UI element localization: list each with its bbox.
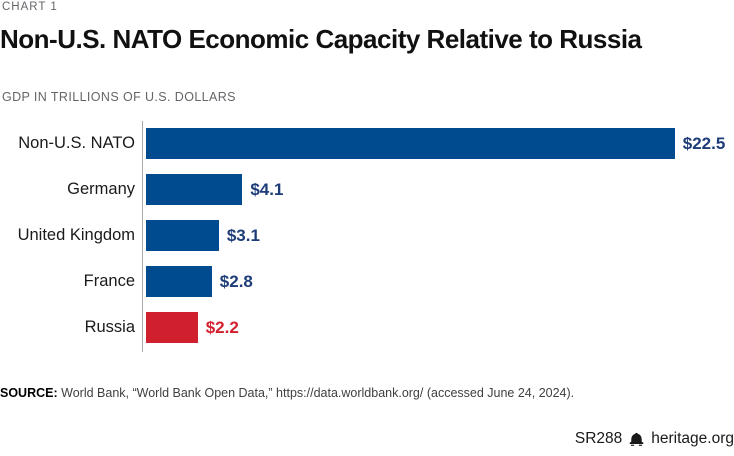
source-prefix: SOURCE: xyxy=(0,386,58,400)
bar xyxy=(146,312,198,343)
value-label: $2.2 xyxy=(205,317,239,337)
category-label: France xyxy=(83,272,135,290)
bar-row: Russia $2.2 xyxy=(0,312,734,343)
bar-row: Non-U.S. NATO $22.5 xyxy=(0,128,734,159)
liberty-bell-icon xyxy=(628,431,645,448)
category-label: Germany xyxy=(67,180,135,198)
bar xyxy=(146,128,675,159)
page-title: Non-U.S. NATO Economic Capacity Relative… xyxy=(0,24,642,54)
source-text: World Bank, “World Bank Open Data,” http… xyxy=(61,386,575,400)
report-id: SR288 xyxy=(574,430,623,447)
site-name: heritage.org xyxy=(651,430,734,447)
chart-kicker: CHART 1 xyxy=(2,1,58,13)
bar-row: France $2.8 xyxy=(0,266,734,297)
category-label: United Kingdom xyxy=(17,226,135,244)
source-note: SOURCE: World Bank, “World Bank Open Dat… xyxy=(0,386,574,400)
bar-row: Germany $4.1 xyxy=(0,174,734,205)
footer: SR288 heritage.org xyxy=(575,430,734,448)
bar xyxy=(146,220,219,251)
bar-rows: Non-U.S. NATO $22.5 Germany $4.1 United King… xyxy=(0,128,734,343)
value-label: $4.1 xyxy=(250,179,284,199)
value-label: $2.8 xyxy=(219,271,253,291)
value-label: $22.5 xyxy=(682,133,726,153)
chart-subtitle: GDP IN TRILLIONS OF U.S. DOLLARS xyxy=(2,90,236,104)
category-label: Russia xyxy=(84,318,135,336)
value-label: $3.1 xyxy=(226,225,260,245)
y-axis-line xyxy=(142,121,143,352)
bar-row: United Kingdom $3.1 xyxy=(0,220,734,251)
bar-chart: Non-U.S. NATO $22.5 Germany $4.1 United King… xyxy=(0,121,734,352)
bar xyxy=(146,266,212,297)
category-label: Non-U.S. NATO xyxy=(18,134,135,152)
bar xyxy=(146,174,243,205)
